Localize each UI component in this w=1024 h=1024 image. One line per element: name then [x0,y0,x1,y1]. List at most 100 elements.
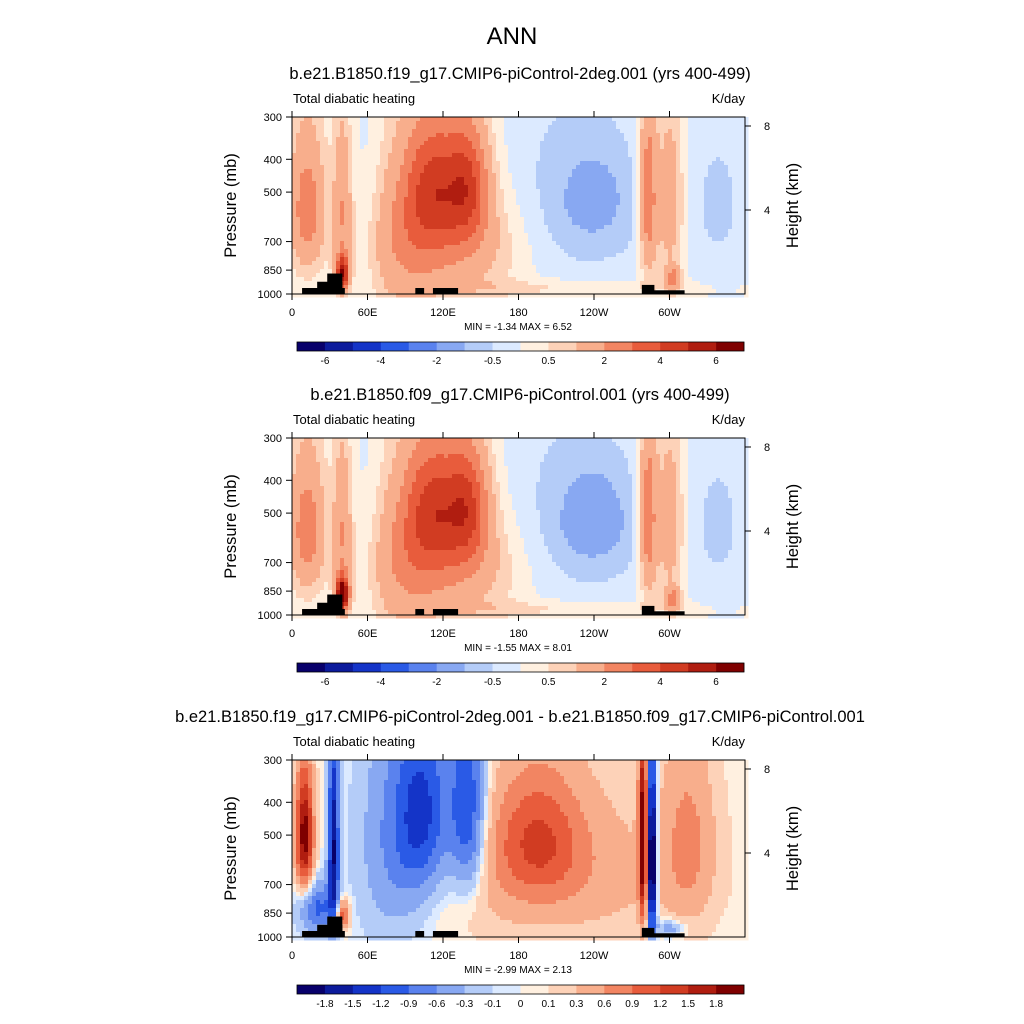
heatmap-cell [728,269,733,274]
heatmap-cell [432,121,437,126]
heatmap-cell [476,157,481,162]
heatmap-cell [712,217,717,222]
heatmap-cell [292,237,297,242]
heatmap-cell [324,185,329,190]
heatmap-cell [528,165,533,170]
heatmap-cell [616,177,621,182]
heatmap-cell [464,245,469,250]
heatmap-cell [480,253,485,258]
heatmap-cell [316,225,321,230]
heatmap-cell [368,145,373,150]
heatmap-cell [312,217,317,222]
heatmap-cell [504,165,509,170]
heatmap-cell [420,201,425,206]
heatmap-cell [344,157,349,162]
heatmap-cell [416,145,421,150]
heatmap-cell [456,149,461,154]
heatmap-cell [516,221,521,226]
heatmap-cell [604,245,609,250]
heatmap-cell [296,253,301,258]
heatmap-cell [408,153,413,158]
heatmap-cell [480,249,485,254]
heatmap-cell [296,237,301,242]
heatmap-cell [508,193,513,198]
heatmap-cell [356,221,361,226]
heatmap-cell [528,117,533,122]
heatmap-cell [336,121,341,126]
heatmap-cell [572,217,577,222]
heatmap-cell [640,165,645,170]
heatmap-cell [492,177,497,182]
heatmap-cell [380,173,385,178]
heatmap-cell [576,149,581,154]
heatmap-cell [484,217,489,222]
heatmap-cell [580,233,585,238]
heatmap-cell [588,281,593,286]
heatmap-cell [652,177,657,182]
heatmap-cell [376,285,381,290]
heatmap-cell [332,125,337,130]
heatmap-cell [720,221,725,226]
heatmap-cell [548,221,553,226]
heatmap-cell [420,253,425,258]
heatmap-cell [640,153,645,158]
heatmap-cell [516,161,521,166]
heatmap-cell [644,213,649,218]
heatmap-cell [320,213,325,218]
heatmap-cell [380,145,385,150]
heatmap-cell [488,177,493,182]
heatmap-cell [636,213,641,218]
heatmap-cell [652,221,657,226]
heatmap-cell [364,209,369,214]
heatmap-cell [672,117,677,122]
heatmap-cell [672,141,677,146]
heatmap-cell [344,121,349,126]
heatmap-cell [688,145,693,150]
heatmap-cell [364,273,369,278]
heatmap-cell [504,129,509,134]
heatmap-cell [360,253,365,258]
heatmap-cell [696,141,701,146]
heatmap-cell [456,201,461,206]
heatmap-cell [440,161,445,166]
heatmap-cell [292,285,297,290]
heatmap-cell [492,249,497,254]
heatmap-cell [652,237,657,242]
heatmap-cell [352,145,357,150]
heatmap-cell [616,197,621,202]
heatmap-cell [552,141,557,146]
heatmap-cell [648,145,653,150]
heatmap-cell [508,125,513,130]
heatmap-cell [492,233,497,238]
heatmap-cell [448,225,453,230]
heatmap-cell [536,253,541,258]
heatmap-cell [380,169,385,174]
heatmap-cell [660,249,665,254]
heatmap-cell [424,249,429,254]
heatmap-cell [480,153,485,158]
heatmap-cell [436,125,441,130]
heatmap-cell [468,249,473,254]
heatmap-cell [320,269,325,274]
heatmap-cell [488,161,493,166]
heatmap-cell [376,201,381,206]
heatmap-cell [328,173,333,178]
heatmap-cell [532,201,537,206]
heatmap-cell [712,141,717,146]
heatmap-cell [416,241,421,246]
heatmap-cell [420,161,425,166]
heatmap-cell [724,241,729,246]
heatmap-cell [612,157,617,162]
heatmap-cell [296,125,301,130]
heatmap-cell [304,173,309,178]
heatmap-cell [320,273,325,278]
heatmap-cell [436,241,441,246]
heatmap-cell [404,237,409,242]
heatmap-cell [548,285,553,290]
heatmap-cell [384,273,389,278]
heatmap-cell [640,217,645,222]
heatmap-cell [436,269,441,274]
heatmap-cell [436,149,441,154]
heatmap-cell [628,189,633,194]
heatmap-cell [652,117,657,122]
